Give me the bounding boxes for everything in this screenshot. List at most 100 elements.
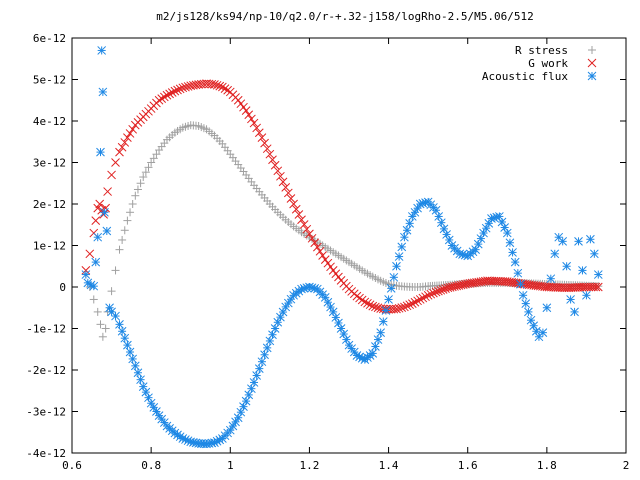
data-point [91,257,101,267]
series-acoustic-flux [81,46,603,449]
data-point [98,332,107,341]
data-point [542,282,552,292]
data-point [557,283,567,292]
data-point [128,354,138,364]
data-point [128,124,138,134]
data-point [558,236,568,246]
data-point [568,283,578,292]
data-point [115,147,124,157]
data-point [582,290,591,300]
data-point [578,266,587,275]
data-point [133,185,142,194]
data-point [170,86,180,96]
data-point [136,179,145,188]
data-point [99,210,109,219]
data-point [566,283,576,292]
data-point [392,261,401,271]
data-point [376,328,386,338]
data-point [305,229,314,239]
data-point [577,282,587,292]
data-point [188,80,198,90]
data-point [405,300,415,310]
data-point [149,154,158,163]
data-point [131,191,140,200]
data-point [368,349,378,358]
data-point [589,249,599,259]
data-point [228,421,238,431]
data-point [593,270,603,279]
data-point [239,102,248,112]
data-point [307,233,317,243]
data-point [244,110,254,120]
data-point [175,84,185,94]
data-point [550,249,560,259]
data-point [233,95,243,105]
data-point [560,283,569,293]
data-point [421,292,430,302]
data-point [215,81,225,91]
data-point [278,177,288,187]
data-point [400,232,409,242]
data-point [117,142,127,152]
data-point [81,266,91,275]
data-point [521,299,531,308]
data-point [117,326,127,336]
data-point [394,252,404,261]
data-point [260,138,269,148]
x-tick-label: 0.8 [141,459,161,472]
data-point [502,228,512,238]
legend-label: G work [528,57,568,70]
data-point [373,335,383,344]
data-point [141,168,150,177]
data-point [210,80,219,89]
data-point [186,81,196,91]
data-point [162,90,172,100]
data-point [546,282,556,292]
data-point [139,173,148,182]
x-tick-label: 1.4 [379,459,399,472]
data-point [392,304,401,314]
y-tick-label: 0 [59,281,66,294]
legend-marker [587,58,597,68]
data-point [544,282,554,292]
data-point [546,274,556,284]
legend-label: R stress [515,44,568,57]
data-point [310,238,320,248]
data-point [513,268,523,278]
plot-frame [71,37,627,454]
data-point [123,216,132,225]
data-point [125,347,135,357]
data-point [365,300,375,310]
data-point [586,234,595,244]
data-point [178,83,188,93]
series-r-stress [81,121,603,341]
data-point [283,188,293,198]
data-point [297,215,306,225]
legend-marker [588,46,596,54]
data-point [144,163,153,172]
data-point [126,208,135,217]
data-point [212,80,222,90]
data-point [384,295,393,304]
data-point [133,368,143,378]
data-point [591,282,601,292]
data-point [494,276,503,286]
data-point [405,219,415,228]
data-point [118,235,127,244]
data-point [386,284,396,293]
legend-marker [587,71,597,81]
data-point [294,210,304,219]
data-point [115,245,124,254]
data-point [262,343,272,353]
data-point [363,298,372,308]
data-point [111,266,120,275]
data-point [183,82,193,91]
data-point [249,118,259,128]
data-point [154,95,164,105]
chart-title: m2/js128/ks94/np-10/q2.0/r-+.32-j158/log… [156,10,534,23]
data-point [130,361,140,371]
data-point [98,87,108,97]
data-point [394,303,404,313]
data-point [181,82,190,92]
